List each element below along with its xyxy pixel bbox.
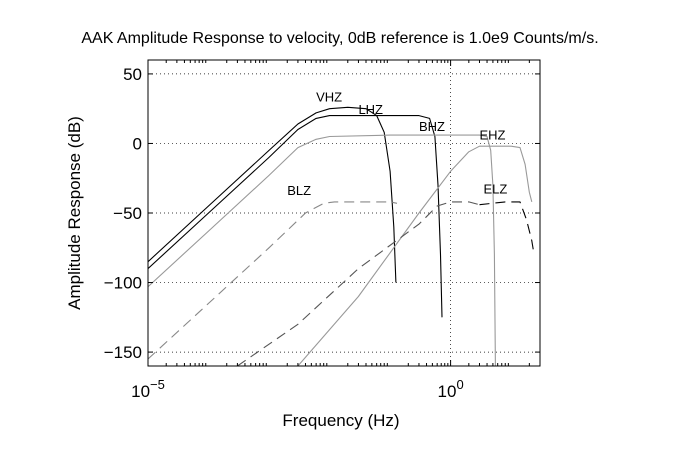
y-tick-label: 50 <box>123 65 142 84</box>
series-label-bhz: BHZ <box>419 119 445 134</box>
series-line-blz-tail <box>237 201 480 366</box>
x-tick-label: 10−5 <box>131 377 165 401</box>
y-tick-label: 0 <box>133 134 142 153</box>
y-axis-ticks: 50 0 −50 −100 −150 <box>104 65 540 362</box>
x-tick-label: 100 <box>438 377 464 401</box>
y-tick-label: −150 <box>104 343 142 362</box>
series-label-lhz: LHZ <box>358 102 383 117</box>
x-tick-exponent: 0 <box>456 377 463 392</box>
x-tick-exponent: −5 <box>150 377 165 392</box>
y-tick-label: −100 <box>104 274 142 293</box>
chart-title: AAK Amplitude Response to velocity, 0dB … <box>81 30 598 47</box>
curve-labels: VHZ LHZ BHZ EHZ BLZ ELZ <box>287 90 507 198</box>
series-line-bhz <box>148 134 496 366</box>
series-line-ehz <box>297 145 533 366</box>
grid <box>147 60 540 366</box>
y-tick-label: −50 <box>113 204 142 223</box>
y-axis-label: Amplitude Response (dB) <box>65 116 84 310</box>
series-label-elz: ELZ <box>484 182 508 197</box>
x-axis-label: Frequency (Hz) <box>282 411 399 430</box>
series-line-lhz <box>148 115 443 318</box>
series-label-blz: BLZ <box>287 183 311 198</box>
series-line-elz <box>479 201 535 255</box>
x-tick-base: 10 <box>131 382 150 401</box>
series-label-vhz: VHZ <box>316 90 342 105</box>
x-tick-base: 10 <box>438 382 457 401</box>
response-curves <box>148 106 535 366</box>
series-label-ehz: EHZ <box>479 127 505 142</box>
series-line-blz <box>148 201 398 360</box>
x-axis-ticks: 10−5 100 <box>131 60 541 401</box>
series-line-vhz <box>148 106 397 283</box>
